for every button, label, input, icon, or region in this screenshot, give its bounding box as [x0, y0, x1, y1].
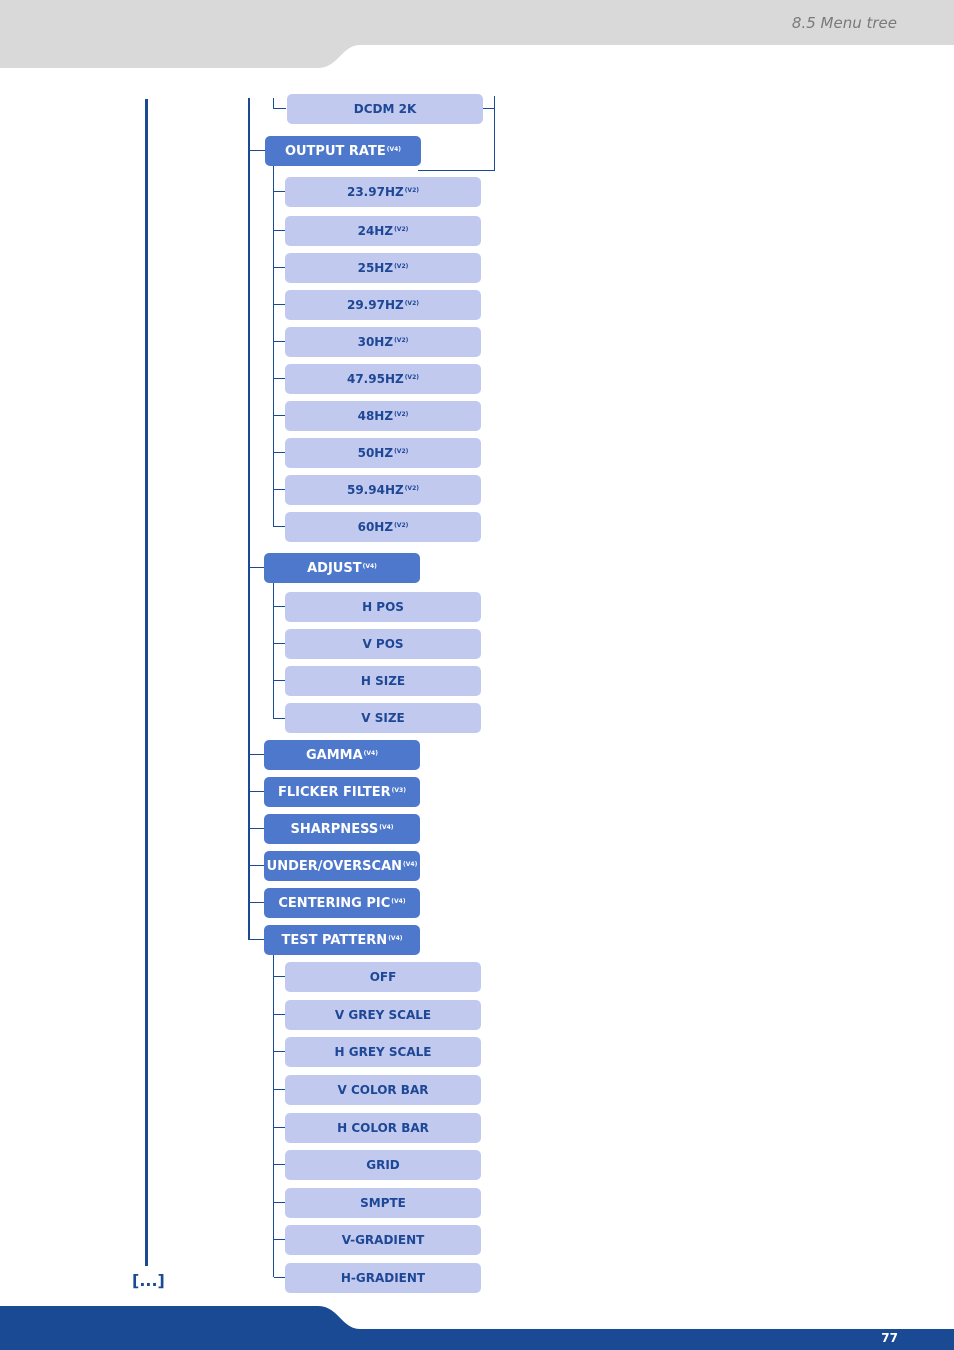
test-pattern-branch-line [273, 955, 274, 1277]
test-item-connector [274, 976, 285, 977]
rate-option[interactable]: 50HZ (V2) [285, 438, 481, 468]
menu-flicker-filter[interactable]: FLICKER FILTER (V3) [264, 777, 420, 807]
test-pattern-option[interactable]: GRID [285, 1150, 481, 1180]
test-pattern-option[interactable]: V-GRADIENT [285, 1225, 481, 1255]
adjust-option[interactable]: V POS [285, 629, 481, 659]
sharpness-connector [249, 828, 264, 829]
menu-adjust[interactable]: ADJUST (V4) [264, 553, 420, 583]
menu-sharpness[interactable]: SHARPNESS (V4) [264, 814, 420, 844]
dcdm-connector-v [273, 98, 274, 109]
adjust-option[interactable]: V SIZE [285, 703, 481, 733]
test-item-connector [274, 1202, 285, 1203]
continuation-marker: [...] [132, 1271, 165, 1290]
rate-connector [274, 526, 285, 527]
test-item-connector [274, 1089, 285, 1090]
centering-pic-connector [249, 902, 264, 903]
output-rate-connector [249, 150, 265, 151]
header-band [0, 0, 954, 68]
dcdm-right-connector [483, 108, 495, 109]
rate-option[interactable]: 29.97HZ (V2) [285, 290, 481, 320]
rate-option[interactable]: 25HZ (V2) [285, 253, 481, 283]
rate-connector [274, 267, 285, 268]
rate-connector [274, 489, 285, 490]
test-item-connector [274, 1164, 285, 1165]
rate-option[interactable]: 59.94HZ (V2) [285, 475, 481, 505]
test-item-connector [274, 1051, 285, 1052]
rate-connector [274, 341, 285, 342]
adjust-option[interactable]: H SIZE [285, 666, 481, 696]
gamma-connector [249, 754, 264, 755]
test-pattern-option[interactable]: H-GRADIENT [285, 1263, 481, 1293]
rate-connector [274, 230, 285, 231]
dcdm-connector-h [273, 108, 286, 109]
rates-branch-line [273, 166, 274, 527]
footer-band [0, 1306, 954, 1350]
adjust-item-connector [274, 718, 285, 719]
adjust-item-connector [274, 606, 285, 607]
menu-test-pattern[interactable]: TEST PATTERN (V4) [264, 925, 420, 955]
flicker-filter-connector [249, 791, 264, 792]
adjust-item-connector [274, 643, 285, 644]
rate-connector [274, 191, 285, 192]
rate-option[interactable]: 47.95HZ (V2) [285, 364, 481, 394]
rate-connector [274, 452, 285, 453]
outer-right-line [494, 96, 495, 171]
test-pattern-option[interactable]: H COLOR BAR [285, 1113, 481, 1143]
test-item-connector [274, 1239, 285, 1240]
outer-bottom-line [418, 170, 495, 171]
test-pattern-option[interactable]: SMPTE [285, 1188, 481, 1218]
page-number: 77 [881, 1331, 898, 1345]
rate-connector [274, 304, 285, 305]
menu-under-overscan[interactable]: UNDER/OVERSCAN (V4) [264, 851, 420, 881]
test-pattern-option[interactable]: H GREY SCALE [285, 1037, 481, 1067]
test-item-connector [274, 1014, 285, 1015]
adjust-branch-line [273, 583, 274, 719]
test-pattern-option[interactable]: V GREY SCALE [285, 1000, 481, 1030]
menu-gamma[interactable]: GAMMA (V4) [264, 740, 420, 770]
rate-option[interactable]: 60HZ (V2) [285, 512, 481, 542]
adjust-connector [249, 567, 264, 568]
rate-option[interactable]: 30HZ (V2) [285, 327, 481, 357]
menu-output-rate[interactable]: OUTPUT RATE (V4) [265, 136, 421, 166]
adjust-item-connector [274, 680, 285, 681]
rate-option[interactable]: 48HZ (V2) [285, 401, 481, 431]
menu-item-dcdm-2k[interactable]: DCDM 2K [287, 94, 483, 124]
rate-connector [274, 415, 285, 416]
test-item-connector [274, 1277, 285, 1278]
tree-trunk-line [145, 99, 148, 1266]
rate-option[interactable]: 24HZ (V2) [285, 216, 481, 246]
rate-connector [274, 378, 285, 379]
test-pattern-option[interactable]: OFF [285, 962, 481, 992]
branch-line-main [248, 98, 250, 940]
adjust-option[interactable]: H POS [285, 592, 481, 622]
rate-option[interactable]: 23.97HZ (V2) [285, 177, 481, 207]
test-pattern-connector [249, 939, 264, 940]
menu-centering-pic[interactable]: CENTERING PIC (V4) [264, 888, 420, 918]
test-pattern-option[interactable]: V COLOR BAR [285, 1075, 481, 1105]
section-title: 8.5 Menu tree [791, 14, 897, 32]
under-overscan-connector [249, 865, 264, 866]
test-item-connector [274, 1127, 285, 1128]
